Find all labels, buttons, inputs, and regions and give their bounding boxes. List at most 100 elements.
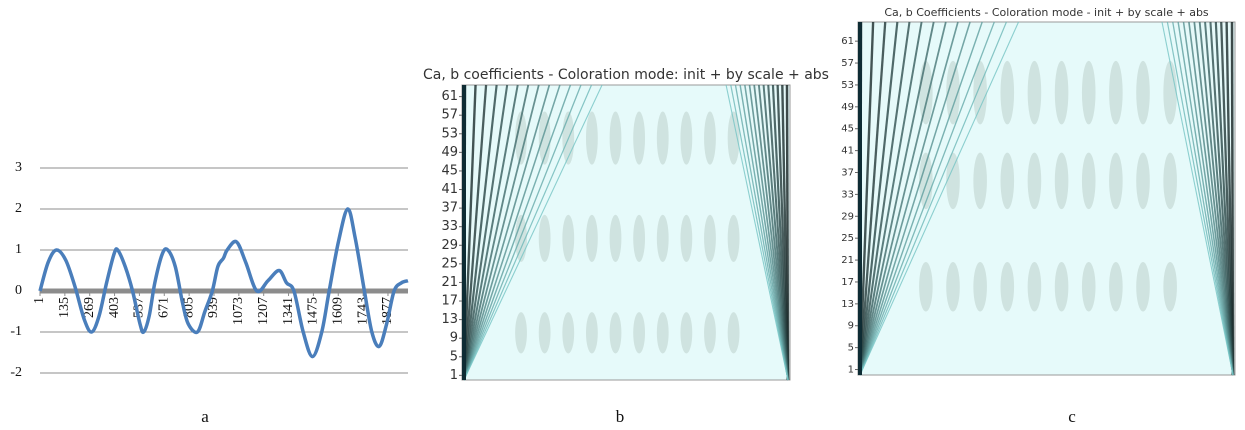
panel-caption: a xyxy=(201,407,209,426)
coefficient-blob xyxy=(1081,60,1096,125)
fan-stripe xyxy=(463,84,582,381)
y-tick-label: 13 xyxy=(841,299,854,310)
fan-stripe xyxy=(1172,21,1234,376)
fan-stripe xyxy=(1166,21,1234,376)
y-tick-label: 29 xyxy=(441,238,458,253)
y-tick-label: 57 xyxy=(841,58,854,69)
fan-stripe xyxy=(463,84,519,381)
coefficient-blob xyxy=(1027,262,1042,312)
y-tick-label: 33 xyxy=(841,189,854,200)
y-tick-label: 1 xyxy=(15,242,22,257)
x-tick-label: 1609 xyxy=(330,297,345,325)
fan-stripe xyxy=(463,84,572,381)
x-tick-label: 1207 xyxy=(256,297,271,325)
y-tick-label: 37 xyxy=(841,168,854,179)
fan-stripe xyxy=(462,84,509,381)
coefficient-blob xyxy=(727,214,740,262)
fan-stripe xyxy=(1161,21,1234,376)
coefficient-blob xyxy=(585,312,598,354)
coefficient-blob xyxy=(1054,262,1069,312)
y-tick-label: 45 xyxy=(441,163,458,178)
coefficient-blob xyxy=(515,214,527,262)
coefficient-blob xyxy=(727,111,740,165)
y-tick-label: 25 xyxy=(441,256,458,271)
y-tick-label: 1 xyxy=(848,365,854,376)
coefficient-blob xyxy=(1136,60,1150,125)
coefficient-blob xyxy=(585,214,598,262)
panel-caption: b xyxy=(616,407,625,426)
y-tick-label: 25 xyxy=(841,233,854,244)
coefficient-blob xyxy=(1027,152,1042,210)
y-tick-label: 1 xyxy=(450,368,458,383)
y-tick-label: 33 xyxy=(441,219,458,234)
coefficient-blob xyxy=(1109,152,1123,210)
x-tick-label: 1341 xyxy=(281,297,296,325)
coefficient-blob xyxy=(633,214,646,262)
y-tick-label: 13 xyxy=(441,312,458,327)
coefficient-blob xyxy=(1136,262,1150,312)
coefficient-blob xyxy=(919,60,933,125)
chart-title: Ca, b coefficients - Coloration mode: in… xyxy=(423,67,829,83)
panel-caption: c xyxy=(1068,407,1076,426)
fan-stripe xyxy=(859,21,935,376)
chart-title: Ca, b Coefficients - Coloration mode - i… xyxy=(884,6,1209,19)
fan-stripe xyxy=(859,21,959,376)
y-tick-label: 61 xyxy=(841,36,854,47)
y-tick-label: 49 xyxy=(841,102,854,113)
coefficient-blob xyxy=(609,111,622,165)
fan-stripe xyxy=(463,84,603,381)
y-tick-label: 41 xyxy=(441,182,458,197)
coefficient-blob xyxy=(1163,60,1177,125)
fan-stripe xyxy=(1182,21,1234,376)
fan-stripe xyxy=(1188,21,1234,376)
fan-stripe xyxy=(859,21,1007,376)
y-tick-label: 17 xyxy=(841,277,854,288)
y-tick-label: 61 xyxy=(441,89,458,104)
coefficient-blob xyxy=(656,312,669,354)
y-tick-label: 29 xyxy=(841,211,854,222)
coefficient-blob xyxy=(1054,152,1069,210)
x-tick-label: 403 xyxy=(107,297,122,318)
fan-stripe xyxy=(858,21,899,376)
edge-band xyxy=(462,85,466,380)
fan-stripe xyxy=(744,84,789,381)
y-tick-label: 5 xyxy=(450,349,458,364)
coefficient-blob xyxy=(1081,152,1096,210)
fan-stripe xyxy=(858,21,875,376)
fan-stripe xyxy=(859,21,983,376)
fan-stripe xyxy=(858,21,887,376)
coefficient-blob xyxy=(633,312,646,354)
coefficient-blob xyxy=(562,214,575,262)
coefficient-blob xyxy=(538,312,551,354)
coefficient-blob xyxy=(1163,262,1177,312)
fan-stripe xyxy=(462,84,498,381)
coefficient-blob xyxy=(1000,60,1015,125)
fan-stripe xyxy=(730,84,789,381)
y-tick-label: 0 xyxy=(15,283,22,298)
y-tick-label: 5 xyxy=(848,343,854,354)
y-tick-label: 53 xyxy=(841,80,854,91)
coefficient-blob xyxy=(515,111,527,165)
fan-stripe xyxy=(463,84,551,381)
coefficient-blob xyxy=(704,111,716,165)
y-tick-label: 21 xyxy=(841,255,854,266)
coefficient-blob xyxy=(1136,152,1150,210)
coefficient-blob xyxy=(609,214,622,262)
coefficient-blob xyxy=(680,214,693,262)
fan-stripe xyxy=(462,84,488,381)
coefficient-blob xyxy=(680,111,693,165)
coefficient-blob xyxy=(704,214,716,262)
fan-stripe xyxy=(859,21,947,376)
fan-stripe xyxy=(463,84,593,381)
coefficient-blob xyxy=(1109,262,1123,312)
fan-stripe xyxy=(1177,21,1234,376)
y-tick-label: 45 xyxy=(841,124,854,135)
fan-stripe xyxy=(1198,21,1234,376)
y-tick-label: 21 xyxy=(441,275,458,290)
y-tick-label: 41 xyxy=(841,146,854,157)
fan-stripe xyxy=(1193,21,1234,376)
coefficient-blob xyxy=(973,152,987,210)
coefficient-blob xyxy=(973,262,987,312)
coefficient-blob xyxy=(946,152,960,210)
